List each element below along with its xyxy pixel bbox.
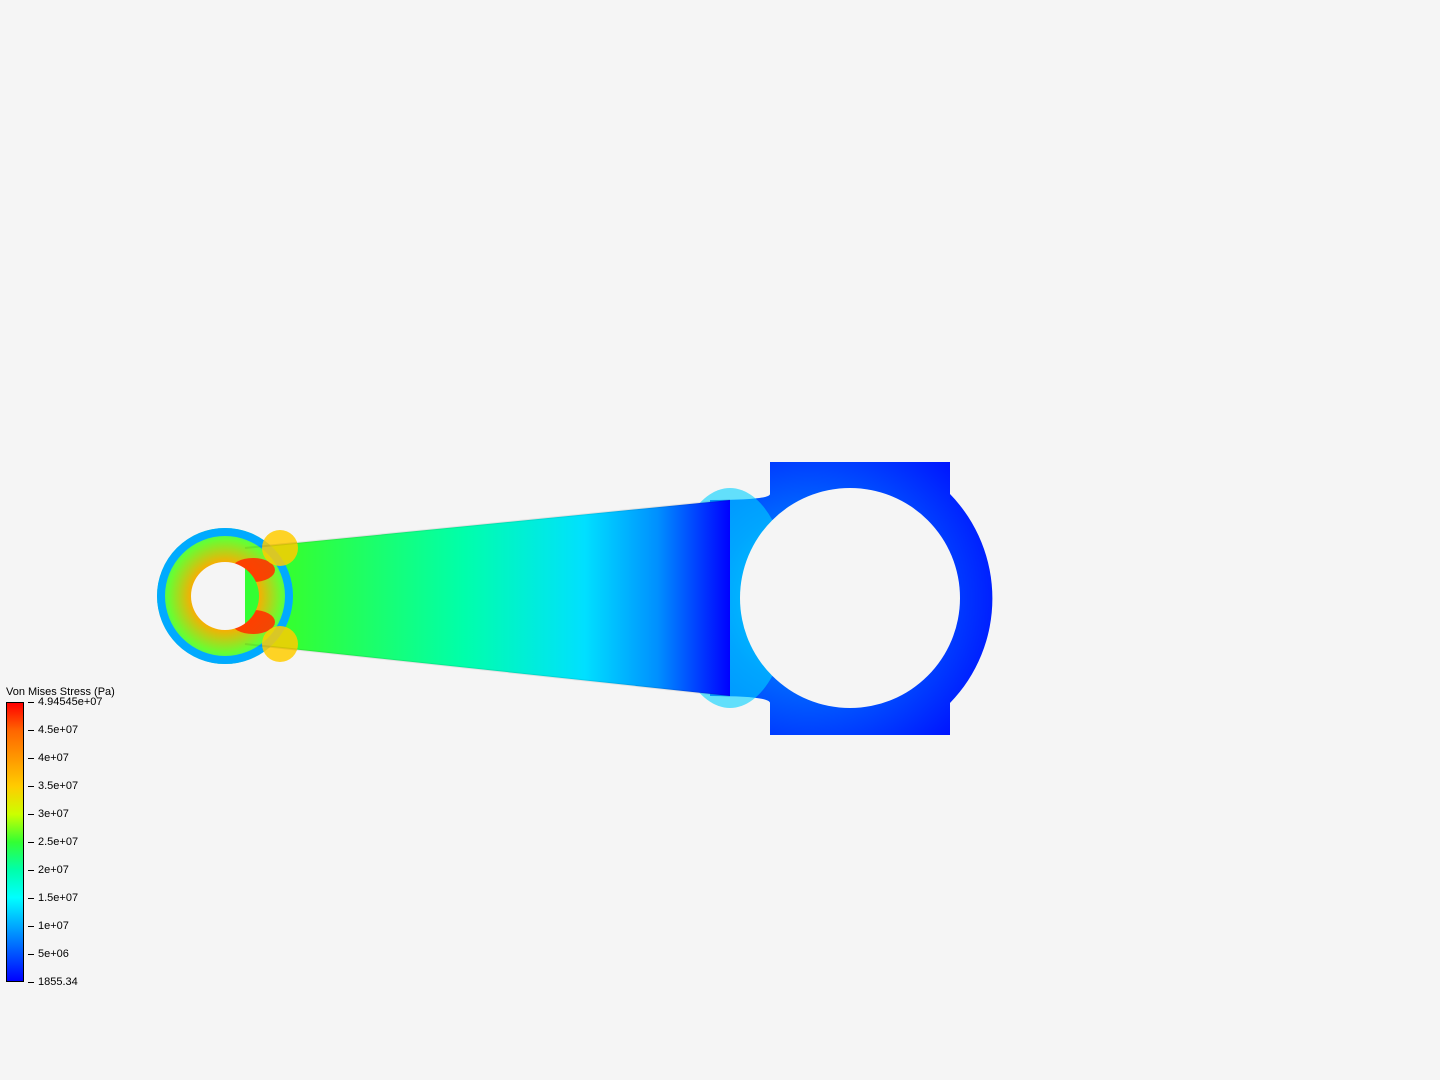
legend-tick: 1.5e+07 [28, 892, 78, 904]
legend-tick: 1e+07 [28, 920, 69, 932]
beam-shank [245, 500, 730, 696]
legend-ticks: 4.94545e+074.5e+074e+073.5e+073e+072.5e+… [28, 702, 118, 982]
legend-tick-label: 4e+07 [38, 752, 69, 764]
color-legend: Von Mises Stress (Pa) 4.94545e+074.5e+07… [6, 686, 118, 982]
fillet-bottom [262, 626, 298, 662]
legend-tick: 4.94545e+07 [28, 696, 103, 708]
legend-tick-label: 1e+07 [38, 920, 69, 932]
legend-tick: 5e+06 [28, 948, 69, 960]
legend-tick: 3.5e+07 [28, 780, 78, 792]
legend-tick-label: 2.5e+07 [38, 836, 78, 848]
legend-tick-label: 3e+07 [38, 808, 69, 820]
legend-tick-label: 3.5e+07 [38, 780, 78, 792]
legend-tick-label: 2e+07 [38, 864, 69, 876]
legend-tick-label: 4.94545e+07 [38, 696, 103, 708]
legend-tick-label: 4.5e+07 [38, 724, 78, 736]
fillet-top [262, 530, 298, 566]
legend-tick: 2.5e+07 [28, 836, 78, 848]
legend-tick-label: 1.5e+07 [38, 892, 78, 904]
legend-tick-label: 5e+06 [38, 948, 69, 960]
legend-tick-label: 1855.34 [38, 976, 78, 988]
legend-tick: 4e+07 [28, 752, 69, 764]
connecting-rod-stress-plot [0, 0, 1440, 1080]
legend-tick: 2e+07 [28, 864, 69, 876]
legend-tick: 4.5e+07 [28, 724, 78, 736]
legend-tick: 3e+07 [28, 808, 69, 820]
legend-color-bar [6, 702, 24, 982]
simulation-viewport: Von Mises Stress (Pa) 4.94545e+074.5e+07… [0, 0, 1440, 1080]
legend-tick: 1855.34 [28, 976, 78, 988]
